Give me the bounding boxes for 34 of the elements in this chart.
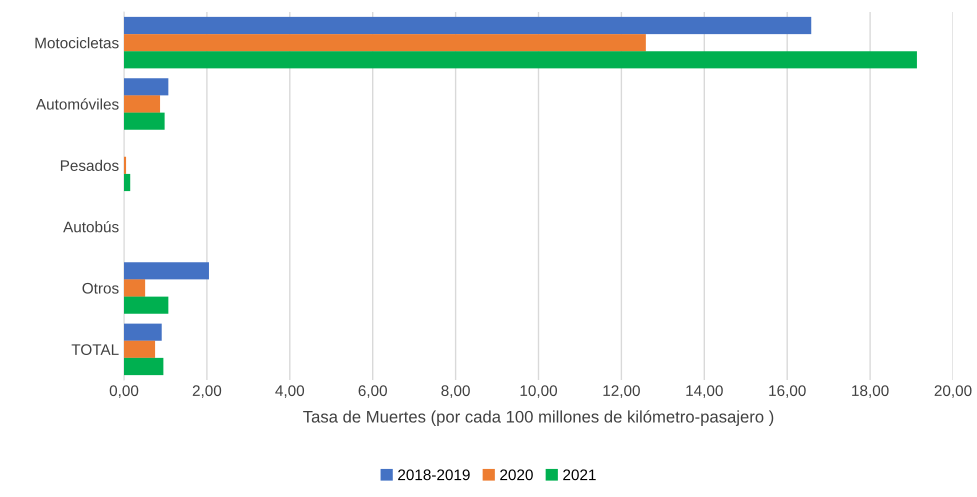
- x-tick-label: 2,00: [192, 385, 222, 398]
- bar: [124, 16, 812, 34]
- bar: [124, 34, 646, 52]
- bar: [124, 112, 165, 130]
- y-tick-label: Motocicletas: [35, 37, 119, 48]
- legend-label: 2020: [500, 469, 533, 480]
- x-tick-label: 8,00: [441, 385, 470, 398]
- x-tick-label: 4,00: [275, 385, 304, 398]
- bar: [124, 51, 917, 68]
- x-axis-title: Tasa de Muertes (por cada 100 millones de kilómetro-pasajero ): [303, 410, 774, 426]
- legend-label: 2021: [563, 469, 596, 480]
- x-tick-label: 6,00: [358, 385, 387, 398]
- x-tick-label: 0,00: [110, 385, 138, 398]
- bar: [124, 262, 209, 280]
- x-tick-label: 18,00: [852, 385, 889, 398]
- x-tick-label: 12,00: [603, 385, 640, 398]
- bar: [124, 78, 168, 96]
- bar: [124, 95, 160, 113]
- y-tick-label: Otros: [82, 282, 119, 294]
- bar: [124, 358, 164, 376]
- x-tick-label: 20,00: [934, 385, 972, 398]
- y-tick-label: Autobús: [63, 220, 119, 232]
- bar: [124, 174, 130, 192]
- legend-label: 2018-2019: [398, 469, 470, 480]
- bar: [124, 324, 162, 341]
- x-tick-label: 14,00: [686, 385, 723, 398]
- y-tick-label: TOTAL: [72, 344, 119, 356]
- y-tick-label: Automóviles: [36, 98, 119, 110]
- bar: [124, 296, 168, 314]
- bar: [124, 340, 156, 358]
- bar: [124, 279, 146, 297]
- x-tick-label: 10,00: [520, 385, 558, 398]
- x-tick-label: 16,00: [769, 385, 806, 398]
- y-tick-label: Pesados: [60, 160, 119, 172]
